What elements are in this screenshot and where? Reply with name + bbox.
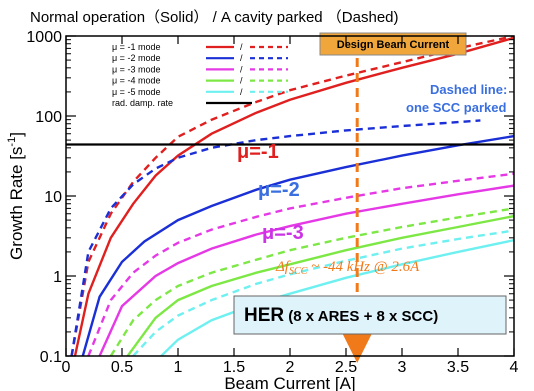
x-tick-label: 0 — [62, 359, 71, 376]
legend-label: μ = -4 mode — [112, 76, 160, 86]
x-tick-label: 0.5 — [111, 359, 133, 376]
mu1-label: μ=-1 — [237, 141, 279, 163]
legend-separator: / — [240, 76, 243, 86]
x-tick-label: 2.5 — [335, 359, 357, 376]
x-tick-label: 1.5 — [223, 359, 245, 376]
y-tick-label: 100 — [35, 109, 62, 126]
axis-layer: 0 0.5 1 1.5 2 2.5 3 3.5 4 0.1 1 10 100 1000 — [26, 29, 518, 376]
legend-separator: / — [240, 87, 243, 97]
legend-label: μ = -3 mode — [112, 64, 160, 74]
legend-label: μ = -1 mode — [112, 42, 160, 52]
detune-rest: ~ -44 kHz @ 2.6A — [307, 259, 420, 275]
design-current-box: Design Beam Current — [319, 32, 467, 56]
her-sub-label: (8 x ARES + 8 x SCC) — [284, 308, 438, 325]
x-tick-label: 2 — [286, 359, 295, 376]
design-current-label: Design Beam Current — [337, 39, 450, 51]
series-1-mode-solid — [73, 36, 514, 356]
legend-label: μ = -5 mode — [112, 87, 160, 97]
legend: μ = -1 mode / μ = -2 mode / μ = -3 mode / μ = … — [112, 42, 288, 108]
y-axis-title: Growth Rate [s-1] — [6, 132, 26, 260]
x-tick-label: 3.5 — [447, 359, 469, 376]
legend-separator: / — [240, 42, 243, 52]
her-main-label: HER — [244, 305, 284, 326]
detune-subscript: SCC — [289, 266, 308, 277]
legend-separator: / — [240, 64, 243, 74]
axis-titles: Beam Current [A] Growth Rate [s-1] — [6, 132, 356, 391]
legend-label: rad. damp. rate — [112, 98, 173, 108]
mu2-label: μ=-2 — [258, 179, 300, 201]
series-layer — [66, 36, 514, 356]
her-box: HER (8 x ARES + 8 x SCC) — [233, 295, 507, 335]
x-tick-label: 1 — [174, 359, 183, 376]
series-4-mode-solid — [126, 214, 514, 356]
series-3-mode-dashed — [87, 172, 514, 356]
legend-label: μ = -2 mode — [112, 53, 160, 63]
y-tick-label: 1000 — [26, 29, 62, 46]
her-label: HER (8 x ARES + 8 x SCC) — [244, 305, 438, 326]
x-tick-label: 3 — [398, 359, 407, 376]
y-axis-title-sup: -1 — [6, 137, 18, 147]
y-axis-title-main: Growth Rate [s — [7, 147, 26, 260]
y-axis-title-end: ] — [7, 132, 26, 137]
series-3-mode-solid — [98, 184, 514, 356]
y-tick-label: 10 — [44, 189, 62, 206]
series-4-mode-dashed — [109, 207, 514, 356]
series-5-mode-solid — [160, 239, 514, 356]
series-5-mode-dashed — [132, 229, 514, 356]
chart-title: Normal operation（Solid） / A cavity parke… — [30, 9, 399, 26]
legend-separator: / — [240, 53, 243, 63]
detune-annotation: ΔfSCC ~ -44 kHz @ 2.6A — [275, 259, 420, 277]
x-axis-title: Beam Current [A] — [224, 374, 355, 391]
mu3-label: μ=-3 — [262, 222, 304, 244]
series-1-mode-dashed — [70, 36, 514, 356]
series-2-mode-solid — [81, 134, 514, 356]
y-tick-label: 0.1 — [40, 349, 62, 366]
dashed-note-line2: one SCC parked — [406, 100, 506, 115]
detune-symbol: Δf — [275, 259, 291, 275]
dashed-note-line1: Dashed line: — [430, 82, 507, 97]
annotation-layer: μ=-1 μ=-2 μ=-3 Dashed line: one SCC park… — [233, 32, 507, 363]
x-tick-label: 4 — [510, 359, 519, 376]
y-tick-label: 1 — [53, 269, 62, 286]
